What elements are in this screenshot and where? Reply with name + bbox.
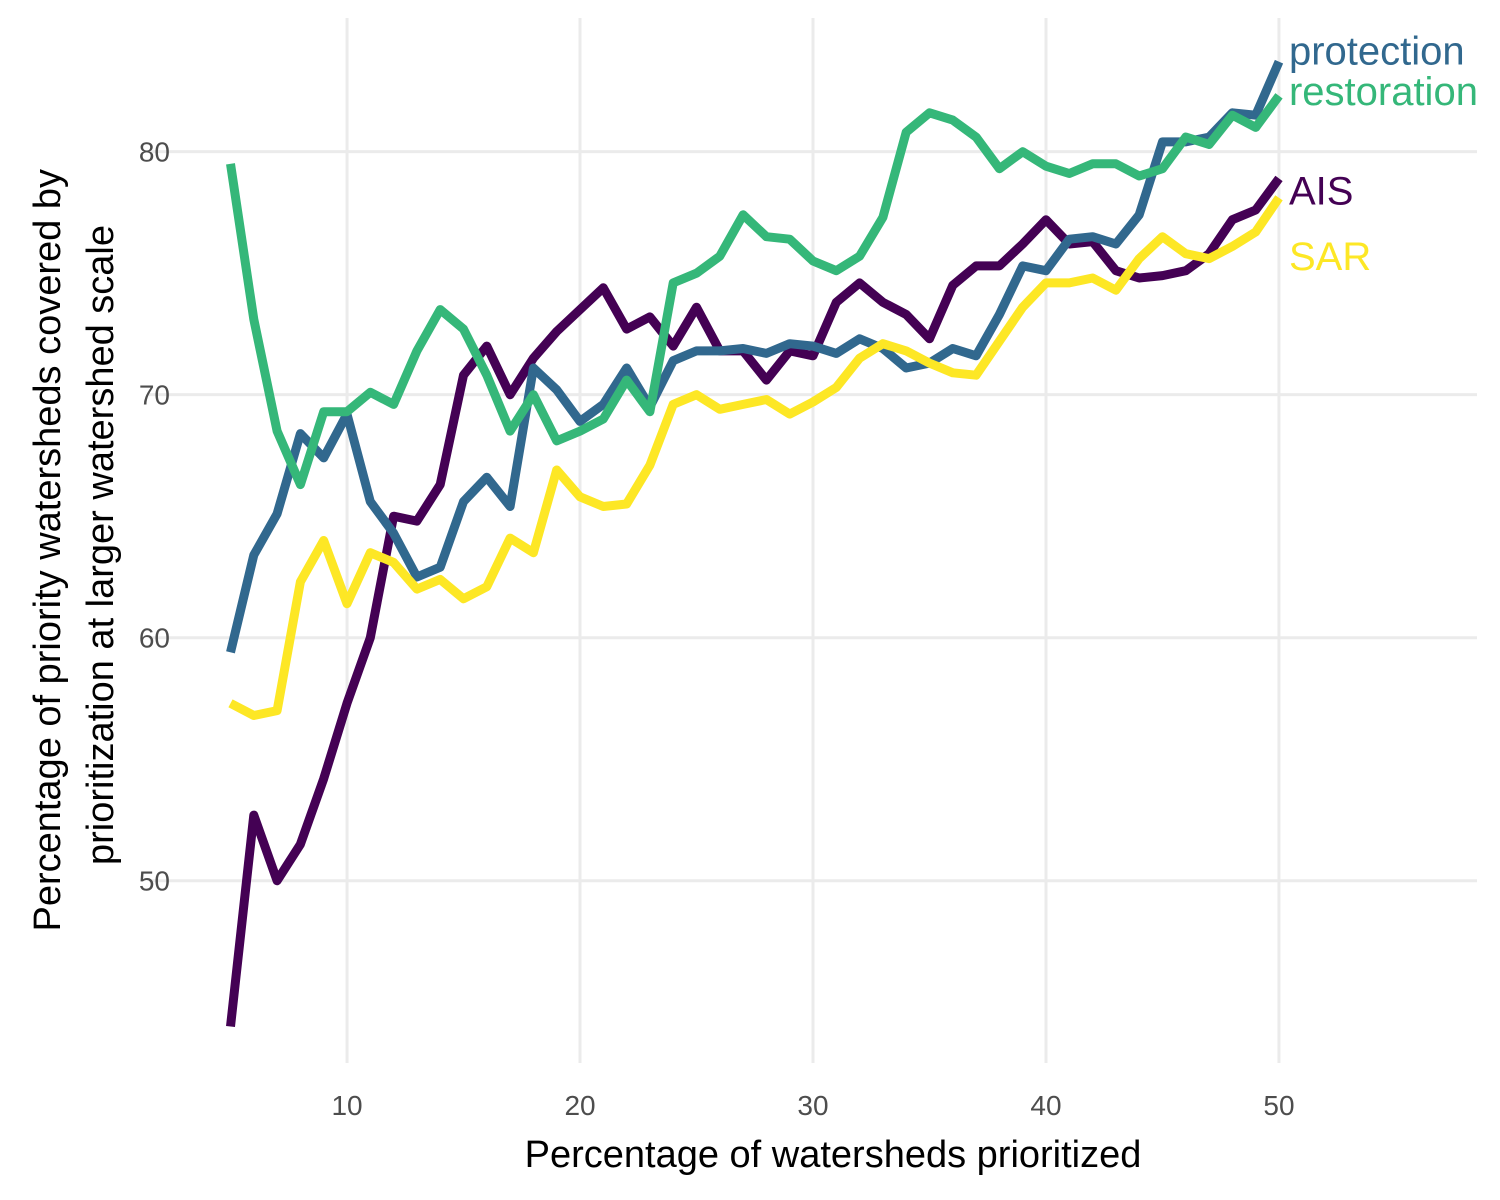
tick-labels: 10 20 30 40 50 50 60 70 80 <box>139 137 1295 1121</box>
x-tick-label: 50 <box>1263 1090 1294 1121</box>
y-tick-label: 70 <box>139 380 170 411</box>
series-lines <box>226 59 1284 1027</box>
series-label-sar: SAR <box>1289 235 1371 279</box>
x-axis-title: Percentage of watersheds prioritized <box>525 1134 1142 1176</box>
y-tick-label: 60 <box>139 623 170 654</box>
y-axis-title-line-2: prioritization at larger watershed scale <box>80 225 122 865</box>
y-tick-label: 50 <box>139 866 170 897</box>
series-label-protection: protection <box>1289 29 1465 73</box>
x-tick-label: 40 <box>1030 1090 1061 1121</box>
x-tick-label: 20 <box>564 1090 595 1121</box>
series-line-protection <box>226 59 1284 654</box>
series-line-sar <box>228 195 1283 720</box>
y-axis-title: Percentage of priority watersheds covere… <box>27 158 122 931</box>
series-line-ais <box>226 175 1283 1027</box>
series-line-restoration <box>226 93 1283 490</box>
series-label-restoration: restoration <box>1289 70 1478 114</box>
grid-lines <box>149 18 1477 1063</box>
y-tick-label: 80 <box>139 137 170 168</box>
y-axis-title-line-1: Percentage of priority watersheds covere… <box>27 169 69 932</box>
series-label-ais: AIS <box>1289 170 1353 214</box>
x-tick-label: 30 <box>797 1090 828 1121</box>
x-tick-label: 10 <box>331 1090 362 1121</box>
